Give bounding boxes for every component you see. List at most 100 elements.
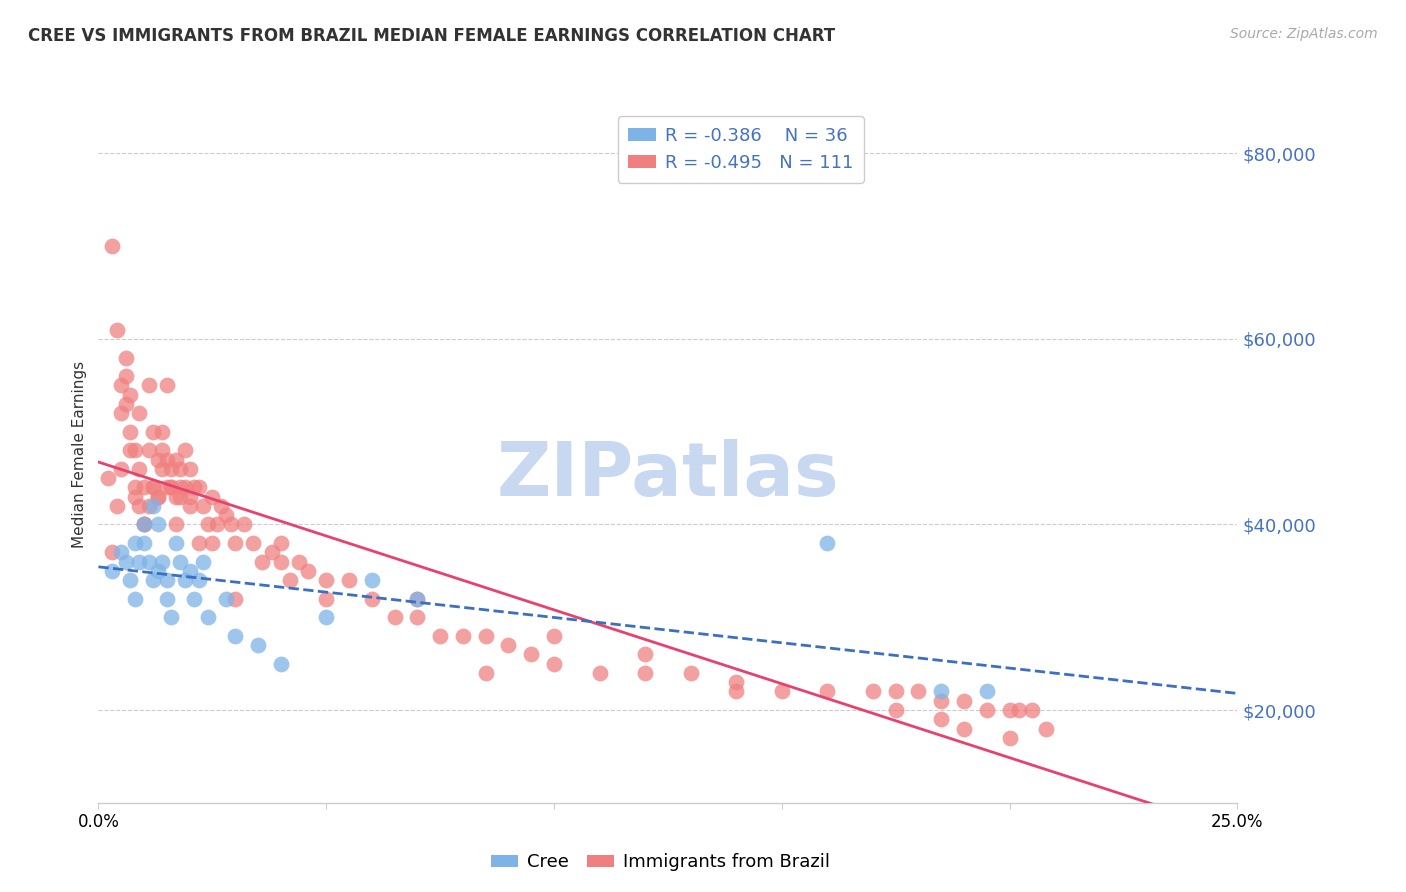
Point [315,591,337,606]
Point [142,573,165,587]
Point [110,406,132,420]
Point [142,499,165,513]
Point [169,480,191,494]
Point [201,490,224,504]
Point [150,555,173,569]
Point [679,665,702,680]
Point [128,555,150,569]
Point [179,490,201,504]
Point [337,573,360,587]
Point [209,499,232,513]
Point [634,648,657,662]
Point [224,629,246,643]
Point [179,462,201,476]
Point [138,378,160,392]
Point [474,629,496,643]
Point [451,629,474,643]
Point [270,657,292,671]
Point [142,425,165,439]
Point [169,555,191,569]
Point [124,490,146,504]
Point [1007,703,1029,717]
Point [429,629,451,643]
Point [588,665,610,680]
Text: ZIPatlas: ZIPatlas [496,439,839,512]
Point [156,452,179,467]
Point [384,610,406,624]
Point [120,443,142,458]
Point [138,499,160,513]
Point [187,573,209,587]
Point [160,480,183,494]
Point [315,573,337,587]
Point [998,703,1021,717]
Point [132,517,155,532]
Point [174,573,197,587]
Point [183,591,205,606]
Point [156,591,179,606]
Point [998,731,1021,745]
Point [1035,722,1057,736]
Point [165,517,187,532]
Point [233,517,256,532]
Point [907,684,929,698]
Point [520,648,543,662]
Point [124,591,146,606]
Point [260,545,283,559]
Point [132,517,155,532]
Point [165,490,187,504]
Point [197,610,219,624]
Point [160,462,183,476]
Point [146,517,169,532]
Point [156,378,179,392]
Point [215,591,238,606]
Point [150,425,173,439]
Text: Source: ZipAtlas.com: Source: ZipAtlas.com [1230,27,1378,41]
Point [929,684,952,698]
Point [815,684,838,698]
Point [187,480,209,494]
Point [174,443,197,458]
Point [976,684,998,698]
Point [288,555,311,569]
Point [242,536,264,550]
Legend: R = -0.386    N = 36, R = -0.495   N = 111: R = -0.386 N = 36, R = -0.495 N = 111 [617,116,863,183]
Point [1021,703,1043,717]
Point [297,564,319,578]
Point [146,452,169,467]
Point [114,397,136,411]
Point [142,480,165,494]
Point [96,471,118,485]
Point [634,665,657,680]
Point [252,555,274,569]
Point [543,657,565,671]
Point [156,573,179,587]
Point [124,443,146,458]
Point [146,564,169,578]
Point [406,591,429,606]
Point [124,480,146,494]
Point [215,508,238,523]
Point [183,480,205,494]
Point [953,694,976,708]
Point [929,712,952,726]
Point [270,536,292,550]
Point [201,536,224,550]
Point [884,684,907,698]
Point [110,378,132,392]
Point [132,517,155,532]
Point [406,610,429,624]
Point [360,591,382,606]
Point [128,499,150,513]
Point [128,406,150,420]
Point [105,323,128,337]
Point [128,462,150,476]
Point [142,480,165,494]
Point [406,591,429,606]
Point [929,694,952,708]
Point [953,722,976,736]
Point [101,564,124,578]
Point [165,536,187,550]
Point [114,555,136,569]
Point [224,591,246,606]
